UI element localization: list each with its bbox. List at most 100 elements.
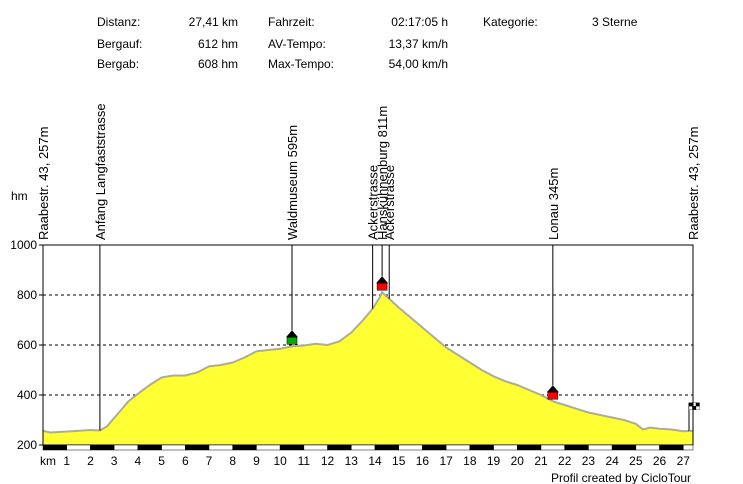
km-segment-13 xyxy=(351,444,376,451)
km-segment-17 xyxy=(445,444,471,451)
y-tick-label-1000: 1000 xyxy=(10,238,37,252)
x-tick-label-17: 17 xyxy=(439,454,453,468)
x-tick-label-9: 9 xyxy=(253,454,260,468)
distance-label: Distanz: xyxy=(97,15,141,29)
x-tick-label-5: 5 xyxy=(158,454,165,468)
flag-cell xyxy=(688,406,693,410)
km-segment-15 xyxy=(398,444,423,451)
km-segment-12 xyxy=(327,444,352,451)
km-segment-27 xyxy=(683,444,694,451)
time-label: Fahrzeit: xyxy=(268,15,315,29)
waypoint-label-4: Hanskühnenburg 811m xyxy=(375,106,390,240)
km-segment-1 xyxy=(66,444,91,451)
x-tick-label-18: 18 xyxy=(463,454,477,468)
waypoint-label-2: Waldmuseum 595m xyxy=(285,125,300,240)
waypoint-label-3: Ackerstrasse xyxy=(366,165,381,240)
km-segment-26 xyxy=(659,444,684,451)
x-tick-label-23: 23 xyxy=(582,454,596,468)
x-tick-label-8: 8 xyxy=(229,454,236,468)
x-tick-label-11: 11 xyxy=(298,454,311,468)
km-segment-0 xyxy=(42,444,67,451)
x-tick-label-16: 16 xyxy=(416,454,430,468)
category-value: 3 Sterne xyxy=(592,15,638,29)
waypoint-4: Hanskühnenburg 811m xyxy=(375,106,390,291)
waypoint-marker-4 xyxy=(376,283,388,291)
avg-speed-value: 13,37 km/h xyxy=(388,37,448,51)
time-value: 02:17:05 h xyxy=(391,15,448,29)
x-axis-ticks: 1 2 3 4 5 6 7 8 9 10 11 12 13 14 15 16 17 18 19 20 21 22 23 24 2… xyxy=(63,454,690,468)
descent-label: Bergab: xyxy=(97,57,140,71)
x-axis-label: km xyxy=(40,454,56,468)
y-axis-ticks: 200 400 600 800 1000 xyxy=(10,238,43,452)
waypoint-roof-6 xyxy=(546,385,559,393)
x-tick-label-2: 2 xyxy=(87,454,94,468)
waypoint-2: Waldmuseum 595m xyxy=(285,125,300,345)
x-tick-label-3: 3 xyxy=(111,454,118,468)
km-segment-19 xyxy=(493,444,518,451)
x-tick-label-4: 4 xyxy=(135,454,142,468)
km-segment-24 xyxy=(611,444,637,451)
x-tick-label-27: 27 xyxy=(677,454,691,468)
km-segment-7 xyxy=(208,444,233,451)
x-tick-label-1: 1 xyxy=(63,454,70,468)
waypoint-label-0: Raabestr. 43, 257m xyxy=(36,127,51,240)
km-segment-6 xyxy=(185,444,210,451)
km-segment-18 xyxy=(469,444,494,451)
km-segment-20 xyxy=(517,444,542,451)
x-tick-label-20: 20 xyxy=(511,454,525,468)
x-tick-label-12: 12 xyxy=(321,454,335,468)
route-statistics: Distanz: 27,41 km Bergauf: 612 hm Bergab… xyxy=(0,0,743,80)
y-axis-label: hm xyxy=(11,189,28,203)
x-tick-label-26: 26 xyxy=(653,454,667,468)
x-tick-label-7: 7 xyxy=(206,454,213,468)
km-segment-4 xyxy=(137,444,162,451)
km-segment-23 xyxy=(588,444,613,451)
km-segment-11 xyxy=(303,444,328,451)
km-segment-8 xyxy=(232,444,257,451)
km-segment-14 xyxy=(374,444,399,451)
waypoint-label-5: Ackerstrasse xyxy=(382,165,397,240)
km-segment-2 xyxy=(90,444,115,451)
flag-cell xyxy=(695,406,700,410)
km-segment-5 xyxy=(161,444,186,451)
km-segment-22 xyxy=(564,444,589,451)
credit-text: Profil created by CicloTour xyxy=(551,471,691,484)
x-tick-label-13: 13 xyxy=(345,454,359,468)
elevation-outline xyxy=(42,290,694,434)
x-tick-label-15: 15 xyxy=(392,454,406,468)
ascent-value: 612 hm xyxy=(197,37,238,51)
waypoint-1: Anfang Langfaststrasse xyxy=(93,103,108,431)
y-tick-label-400: 400 xyxy=(17,388,37,402)
x-tick-label-25: 25 xyxy=(629,454,643,468)
flag-cell xyxy=(688,402,693,407)
waypoint-label-6: Lonau 345m xyxy=(546,168,561,240)
km-segment-10 xyxy=(279,444,305,451)
km-segment-25 xyxy=(635,444,660,451)
elevation-area xyxy=(43,292,693,445)
ascent-label: Bergauf: xyxy=(97,37,143,51)
finish-flag-icon xyxy=(688,402,700,410)
x-tick-label-14: 14 xyxy=(368,454,382,468)
avg-speed-label: AV-Tempo: xyxy=(268,37,326,51)
km-scale-bar xyxy=(42,444,694,451)
waypoint-markers: Raabestr. 43, 257m Anfang Langfaststrasse… xyxy=(36,103,701,431)
x-tick-label-10: 10 xyxy=(273,454,287,468)
y-tick-label-200: 200 xyxy=(17,438,37,452)
waypoint-label-7: Raabestr. 43, 257m xyxy=(686,127,701,240)
x-tick-label-6: 6 xyxy=(182,454,189,468)
distance-value: 27,41 km xyxy=(188,15,238,29)
x-tick-label-22: 22 xyxy=(558,454,572,468)
x-tick-label-24: 24 xyxy=(605,454,619,468)
waypoint-label-1: Anfang Langfaststrasse xyxy=(93,103,108,240)
flag-cell xyxy=(695,402,700,407)
max-speed-value: 54,00 km/h xyxy=(388,57,448,71)
km-segment-21 xyxy=(540,444,565,451)
waypoint-marker-2 xyxy=(286,337,298,345)
descent-value: 608 hm xyxy=(197,57,238,71)
waypoint-roof-4 xyxy=(376,276,389,284)
km-segment-3 xyxy=(113,444,139,451)
km-segment-9 xyxy=(256,444,281,451)
y-tick-label-800: 800 xyxy=(17,288,37,302)
max-speed-label: Max-Tempo: xyxy=(268,57,335,71)
